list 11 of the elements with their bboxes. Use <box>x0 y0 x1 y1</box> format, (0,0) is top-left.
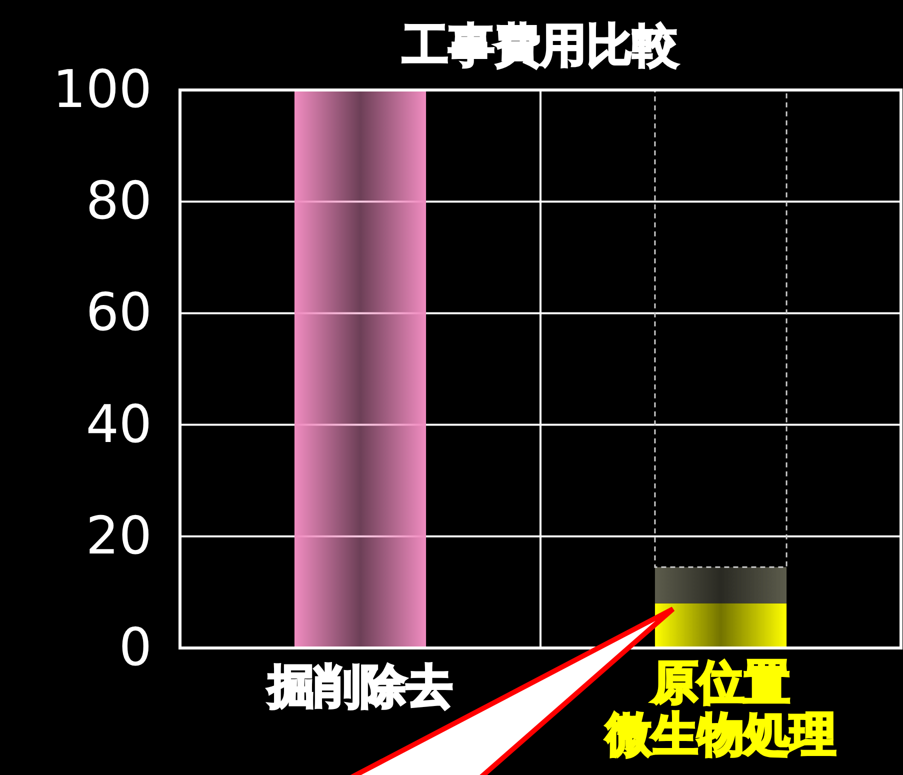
y-tick-label: 40 <box>86 394 152 455</box>
y-tick-label: 100 <box>52 60 152 120</box>
y-tick-label: 20 <box>86 506 152 566</box>
y-tick-label: 80 <box>86 172 152 232</box>
bar <box>654 567 787 604</box>
x-tick-label: 原位置微生物処理 <box>604 655 836 761</box>
y-tick-label: 0 <box>118 618 152 678</box>
y-tick-label: 60 <box>86 283 152 344</box>
chart-title: 工事費用比較 <box>402 18 678 72</box>
x-tick-label: 掘削除去 <box>266 659 452 713</box>
bar <box>654 603 787 648</box>
